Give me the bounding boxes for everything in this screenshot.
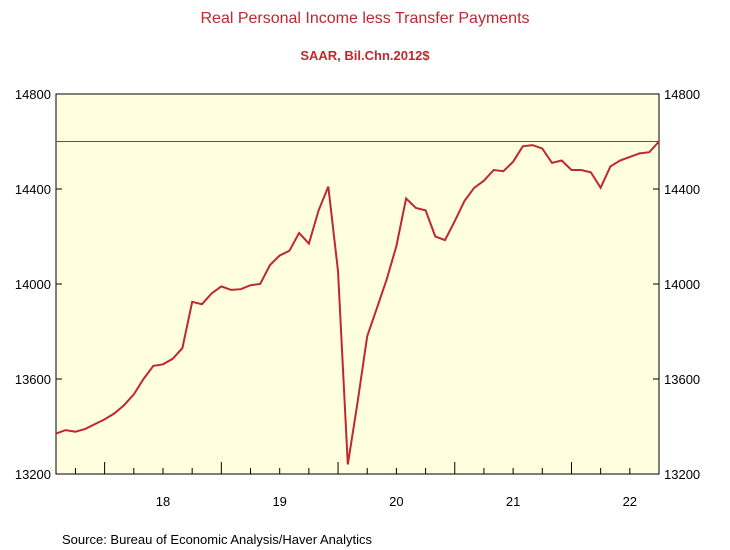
y-tick-label-right: 14400 (664, 182, 700, 197)
series-line (55, 140, 660, 465)
y-tick-label-right: 14800 (664, 87, 700, 102)
x-tick-label: 19 (272, 494, 286, 509)
y-tick-label-left: 14800 (15, 87, 51, 102)
y-tick-label-right: 14000 (664, 277, 700, 292)
y-tick-label-left: 13600 (15, 372, 51, 387)
x-tick-label: 22 (623, 494, 637, 509)
chart-subtitle: SAAR, Bil.Chn.2012$ (300, 48, 430, 63)
x-tick-label: 20 (389, 494, 403, 509)
y-tick-label-left: 14400 (15, 182, 51, 197)
chart-title: Real Personal Income less Transfer Payme… (200, 10, 530, 27)
chart-source: Source: Bureau of Economic Analysis/Have… (62, 532, 372, 547)
x-tick-label: 18 (156, 494, 170, 509)
y-tick-label-left: 14000 (15, 277, 51, 292)
y-tick-label-right: 13600 (664, 372, 700, 387)
x-tick-label: 21 (506, 494, 520, 509)
y-tick-label-left: 13200 (15, 467, 51, 482)
plot-area (55, 93, 660, 475)
y-tick-label-right: 13200 (664, 467, 700, 482)
